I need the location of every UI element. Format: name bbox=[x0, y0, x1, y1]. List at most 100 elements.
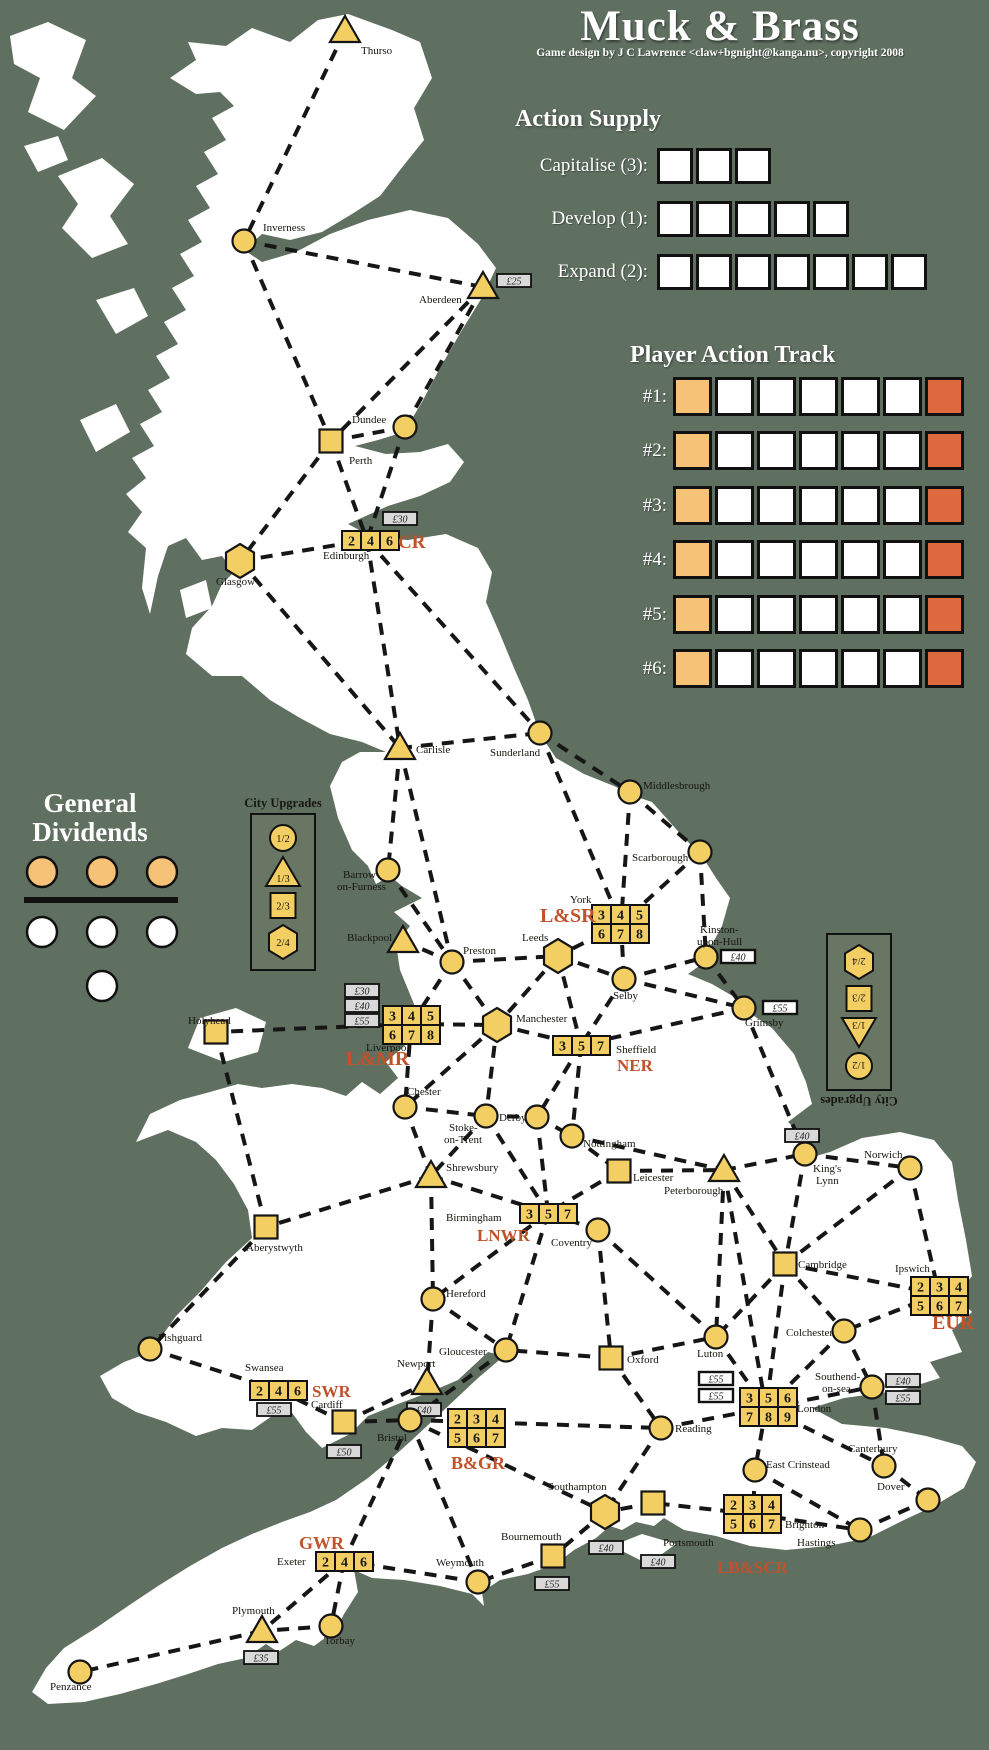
route-oxford-reading[interactable] bbox=[609, 1356, 663, 1430]
city-marker-aberystwyth[interactable] bbox=[253, 1214, 279, 1240]
dividend-circle-white[interactable] bbox=[85, 915, 119, 949]
action-track-slot[interactable] bbox=[841, 649, 880, 688]
city-marker-carlisle[interactable] bbox=[383, 730, 417, 761]
route-selby-sheffield[interactable] bbox=[579, 977, 626, 1047]
route-peterborough-kingslynn[interactable] bbox=[723, 1152, 806, 1172]
route-oxford-luton[interactable] bbox=[610, 1335, 717, 1360]
dividend-circle-orange[interactable] bbox=[25, 855, 59, 889]
city-marker-portsmouth[interactable] bbox=[640, 1490, 666, 1516]
route-norwich-ipswich[interactable] bbox=[908, 1167, 941, 1295]
route-sunderland-middlesbrough[interactable] bbox=[538, 731, 632, 794]
action-track-slot[interactable] bbox=[799, 377, 838, 416]
route-oxford-gloucester[interactable] bbox=[505, 1348, 612, 1360]
city-marker-barrow[interactable] bbox=[375, 857, 401, 883]
value-cell[interactable] bbox=[557, 1203, 578, 1224]
route-edinburgh-sunderland[interactable] bbox=[365, 538, 542, 735]
city-marker-torbay[interactable] bbox=[318, 1613, 344, 1639]
route-edinburgh-carlisle[interactable] bbox=[365, 539, 402, 749]
action-track-slot[interactable] bbox=[715, 540, 754, 579]
action-supply-slot[interactable] bbox=[657, 148, 693, 184]
route-leicester-peterborough[interactable] bbox=[618, 1168, 725, 1173]
route-liverpool-chester[interactable] bbox=[403, 1023, 413, 1108]
route-birmingham-hereford[interactable] bbox=[431, 1211, 550, 1301]
value-cell[interactable] bbox=[761, 1513, 782, 1534]
route-scarborough-hull[interactable] bbox=[698, 851, 708, 958]
city-marker-shrewsbury[interactable] bbox=[414, 1158, 448, 1189]
city-marker-leeds[interactable] bbox=[542, 937, 574, 975]
action-track-slot[interactable] bbox=[883, 649, 922, 688]
action-supply-slot[interactable] bbox=[891, 254, 927, 290]
city-marker-leicester[interactable] bbox=[606, 1158, 632, 1184]
action-supply-slot[interactable] bbox=[657, 201, 693, 237]
route-kingslynn-cambridge[interactable] bbox=[783, 1153, 807, 1265]
action-track-slot[interactable] bbox=[799, 486, 838, 525]
city-marker-chester[interactable] bbox=[392, 1094, 418, 1120]
route-ipswich-colchester[interactable] bbox=[843, 1292, 940, 1333]
city-marker-fishguard[interactable] bbox=[137, 1336, 163, 1362]
value-cell[interactable] bbox=[379, 530, 400, 551]
route-thurso-inverness[interactable] bbox=[242, 30, 347, 242]
route-coventry-luton[interactable] bbox=[596, 1228, 718, 1339]
action-track-slot[interactable] bbox=[925, 486, 964, 525]
city-marker-canterbury[interactable] bbox=[871, 1453, 897, 1479]
action-track-slot[interactable] bbox=[673, 377, 712, 416]
route-barrow-preston[interactable] bbox=[386, 868, 454, 964]
city-marker-peterborough[interactable] bbox=[707, 1152, 741, 1183]
city-marker-hastings[interactable] bbox=[847, 1517, 873, 1543]
action-track-slot[interactable] bbox=[757, 486, 796, 525]
route-leeds-manchester[interactable] bbox=[495, 954, 560, 1027]
city-marker-plymouth[interactable] bbox=[245, 1613, 279, 1644]
city-marker-stoke[interactable] bbox=[473, 1103, 499, 1129]
route-cambridge-luton[interactable] bbox=[714, 1262, 787, 1339]
city-marker-luton[interactable] bbox=[703, 1324, 729, 1350]
route-preston-leeds[interactable] bbox=[451, 954, 559, 964]
route-cardiff-newport[interactable] bbox=[343, 1381, 428, 1424]
action-track-slot[interactable] bbox=[715, 649, 754, 688]
route-selby-hull[interactable] bbox=[623, 955, 707, 981]
city-marker-blackpool[interactable] bbox=[386, 923, 420, 954]
action-track-slot[interactable] bbox=[883, 540, 922, 579]
city-marker-glasgow[interactable] bbox=[224, 542, 256, 580]
city-marker-middlesbrough[interactable] bbox=[617, 779, 643, 805]
route-cambridge-london[interactable] bbox=[764, 1263, 787, 1409]
action-track-slot[interactable] bbox=[673, 595, 712, 634]
city-marker-eastcrinstead[interactable] bbox=[742, 1457, 768, 1483]
city-marker-weymouth[interactable] bbox=[465, 1569, 491, 1595]
action-track-slot[interactable] bbox=[883, 431, 922, 470]
route-peterborough-luton[interactable] bbox=[714, 1169, 726, 1338]
route-exeter-plymouth[interactable] bbox=[260, 1559, 346, 1633]
route-leeds-sheffield[interactable] bbox=[556, 955, 583, 1046]
route-birmingham-gloucester[interactable] bbox=[504, 1212, 550, 1351]
value-cell[interactable] bbox=[485, 1427, 506, 1448]
action-supply-slot[interactable] bbox=[657, 254, 693, 290]
route-aberdeen-dundee[interactable] bbox=[403, 286, 485, 428]
route-sunderland-york[interactable] bbox=[538, 732, 623, 925]
action-track-slot[interactable] bbox=[883, 595, 922, 634]
action-supply-slot[interactable] bbox=[735, 254, 771, 290]
action-supply-slot[interactable] bbox=[735, 148, 771, 184]
action-track-slot[interactable] bbox=[673, 486, 712, 525]
dividend-circle-orange[interactable] bbox=[145, 855, 179, 889]
city-marker-bristol[interactable] bbox=[397, 1407, 423, 1433]
route-manchester-stoke[interactable] bbox=[484, 1024, 499, 1117]
city-marker-southend[interactable] bbox=[859, 1374, 885, 1400]
route-carlisle-preston[interactable] bbox=[398, 747, 454, 963]
action-track-slot[interactable] bbox=[925, 649, 964, 688]
city-marker-norwich[interactable] bbox=[897, 1155, 923, 1181]
route-norwich-cambridge[interactable] bbox=[783, 1166, 912, 1266]
route-perth-glasgow[interactable] bbox=[238, 439, 333, 563]
route-plymouth-penzance[interactable] bbox=[79, 1629, 263, 1674]
action-track-slot[interactable] bbox=[841, 595, 880, 634]
action-track-slot[interactable] bbox=[925, 540, 964, 579]
action-supply-slot[interactable] bbox=[696, 148, 732, 184]
city-marker-holyhead[interactable] bbox=[203, 1019, 229, 1045]
action-supply-slot[interactable] bbox=[696, 201, 732, 237]
action-supply-slot[interactable] bbox=[735, 201, 771, 237]
action-track-slot[interactable] bbox=[799, 649, 838, 688]
route-cambridge-colchester[interactable] bbox=[783, 1262, 846, 1333]
route-chester-stoke[interactable] bbox=[404, 1105, 487, 1118]
route-bristol-weymouth[interactable] bbox=[408, 1419, 480, 1583]
city-marker-gloucester[interactable] bbox=[493, 1337, 519, 1363]
action-track-slot[interactable] bbox=[673, 649, 712, 688]
action-supply-slot[interactable] bbox=[813, 254, 849, 290]
